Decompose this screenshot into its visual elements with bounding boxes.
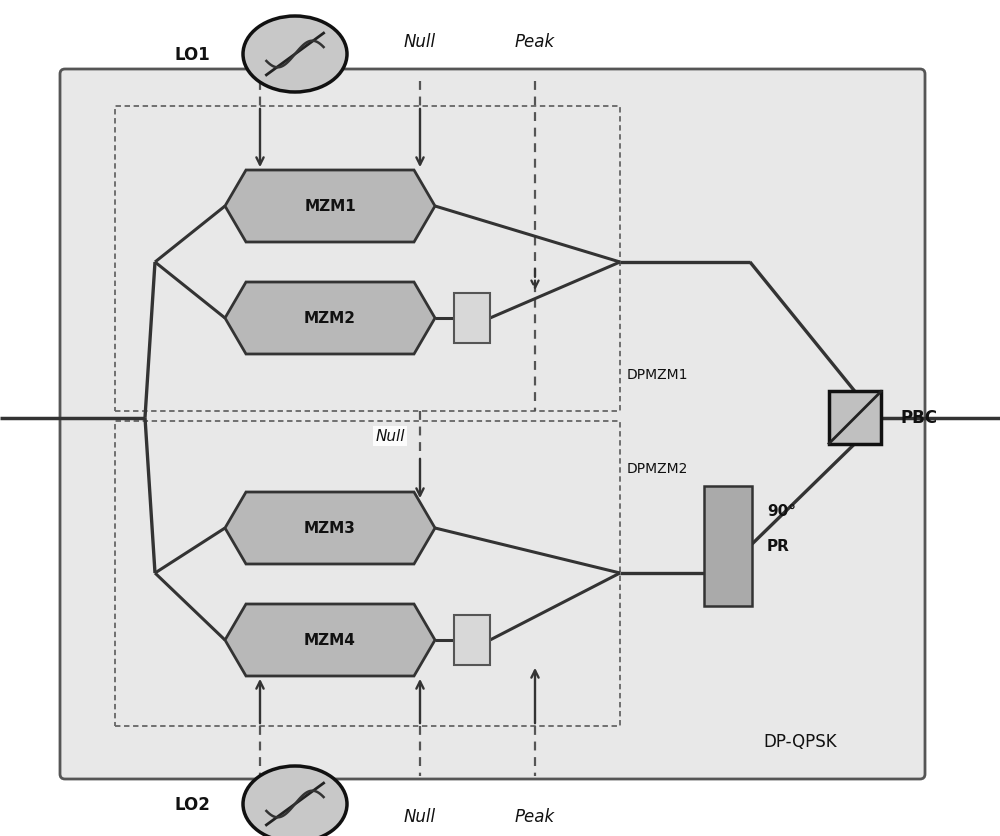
Text: PBC: PBC [900, 409, 937, 427]
Text: Null: Null [404, 807, 436, 825]
Text: LO1: LO1 [174, 46, 210, 64]
Ellipse shape [243, 17, 347, 93]
Ellipse shape [243, 766, 347, 836]
Bar [829, 392, 881, 444]
Text: MZM1: MZM1 [304, 199, 356, 214]
Text: DPMZM1: DPMZM1 [627, 368, 688, 381]
FancyBboxPatch shape [60, 70, 925, 779]
Bar [704, 487, 752, 606]
Bar [454, 293, 490, 344]
Text: DPMZM2: DPMZM2 [627, 461, 688, 476]
Text: MZM4: MZM4 [304, 633, 356, 648]
Text: Peak: Peak [515, 807, 555, 825]
Text: PR: PR [767, 539, 790, 553]
Polygon shape [225, 283, 435, 354]
Text: 90°: 90° [767, 504, 796, 519]
Bar [454, 615, 490, 665]
Polygon shape [225, 604, 435, 676]
Text: DP-QPSK: DP-QPSK [763, 732, 837, 750]
Text: MZM3: MZM3 [304, 521, 356, 536]
Text: MZM2: MZM2 [304, 311, 356, 326]
Text: Null: Null [376, 429, 405, 444]
Text: Peak: Peak [515, 33, 555, 51]
Text: LO2: LO2 [174, 795, 210, 813]
Text: Null: Null [404, 33, 436, 51]
Polygon shape [225, 492, 435, 564]
Polygon shape [225, 171, 435, 242]
